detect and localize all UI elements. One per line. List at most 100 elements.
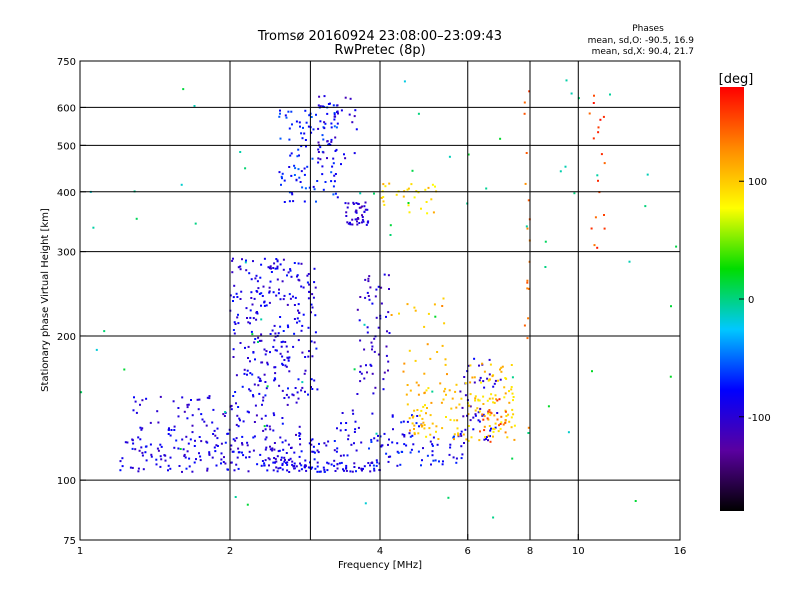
scatter-point: [276, 278, 279, 281]
scatter-point: [305, 121, 308, 124]
scatter-point: [141, 454, 144, 457]
scatter-point: [435, 430, 437, 433]
scatter-point: [293, 332, 296, 335]
scatter-point: [301, 137, 304, 140]
scatter-point: [331, 165, 334, 168]
scatter-point: [346, 454, 349, 457]
scatter-point: [351, 223, 354, 226]
scatter-point: [369, 286, 372, 289]
scatter-point: [270, 271, 273, 273]
scatter-point: [356, 393, 359, 395]
scatter-point: [301, 381, 304, 384]
scatter-point: [308, 290, 311, 293]
scatter-point: [276, 455, 279, 458]
scatter-point: [236, 414, 239, 417]
scatter-point: [406, 384, 409, 386]
scatter-point: [303, 466, 306, 469]
scatter-point: [504, 409, 507, 412]
scatter-point: [413, 409, 416, 412]
scatter-point: [489, 411, 492, 414]
scatter-point: [263, 348, 266, 351]
scatter-point: [527, 432, 530, 434]
scatter-point: [384, 185, 387, 188]
scatter-point: [329, 102, 331, 105]
scatter-point: [279, 325, 282, 328]
scatter-point: [489, 440, 492, 443]
scatter-point: [281, 468, 284, 471]
scatter-point: [373, 437, 376, 440]
y-tick-label: 200: [57, 332, 76, 343]
colorbar-ticks: -100 0 100: [739, 177, 771, 424]
scatter-point: [295, 120, 298, 123]
scatter-point: [282, 268, 285, 271]
scatter-point: [427, 387, 430, 390]
scatter-point: [273, 442, 276, 444]
scatter-point: [311, 306, 314, 309]
scatter-point: [423, 424, 426, 426]
scatter-point: [276, 267, 279, 270]
scatter-point: [367, 295, 370, 297]
scatter-point: [307, 466, 310, 469]
scatter-point: [310, 303, 313, 306]
scatter-point: [496, 418, 499, 421]
x-tick-label: 6: [465, 546, 471, 557]
scatter-point: [249, 322, 251, 325]
scatter-point: [293, 462, 296, 465]
scatter-point: [310, 386, 312, 388]
scatter-point: [319, 158, 322, 161]
scatter-point: [175, 439, 178, 442]
scatter-point: [269, 333, 272, 335]
scatter-point: [344, 96, 347, 99]
scatter-point: [357, 202, 359, 205]
scatter-point: [263, 462, 266, 465]
scatter-point: [252, 260, 254, 263]
scatter-point: [249, 372, 252, 375]
scatter-point: [333, 180, 336, 183]
scatter-point: [413, 433, 416, 436]
scatter-point: [396, 442, 399, 445]
scatter-point: [289, 268, 292, 271]
scatter-point: [511, 376, 514, 379]
scatter-point: [268, 301, 271, 304]
scatter-point: [402, 370, 405, 373]
scatter-point: [235, 374, 238, 377]
scatter-point: [505, 377, 508, 380]
scatter-point: [187, 403, 190, 406]
scatter-point: [263, 304, 266, 307]
scatter-point: [234, 439, 237, 442]
scatter-point: [367, 462, 370, 464]
scatter-point: [214, 450, 217, 453]
scatter-point: [377, 353, 380, 356]
scatter-point: [431, 443, 434, 446]
scatter-point: [290, 275, 293, 278]
scatter-point: [260, 292, 263, 295]
scatter-point: [299, 125, 301, 128]
scatter-point: [373, 337, 376, 340]
scatter-point: [504, 431, 507, 434]
scatter-point: [323, 121, 326, 124]
scatter-point: [501, 365, 504, 368]
scatter-point: [414, 359, 417, 362]
scatter-point: [462, 415, 465, 418]
scatter-point: [235, 292, 238, 295]
scatter-point: [155, 458, 158, 461]
scatter-point: [479, 430, 481, 433]
scatter-point: [353, 442, 355, 445]
scatter-point: [185, 435, 188, 438]
scatter-point: [318, 442, 320, 445]
scatter-point: [429, 414, 432, 417]
scatter-point: [464, 394, 467, 397]
scatter-point: [124, 441, 127, 444]
scatter-point: [359, 370, 362, 373]
scatter-point: [485, 438, 487, 440]
scatter-point: [237, 266, 240, 269]
scatter-point: [436, 351, 439, 353]
scatter-point: [254, 358, 256, 361]
scatter-point: [286, 324, 289, 327]
y-tick-label: 750: [57, 57, 76, 68]
scatter-point: [183, 410, 186, 413]
scatter-point: [285, 365, 288, 368]
scatter-point: [478, 420, 481, 423]
scatter-point: [139, 403, 141, 406]
scatter-point: [302, 126, 304, 129]
